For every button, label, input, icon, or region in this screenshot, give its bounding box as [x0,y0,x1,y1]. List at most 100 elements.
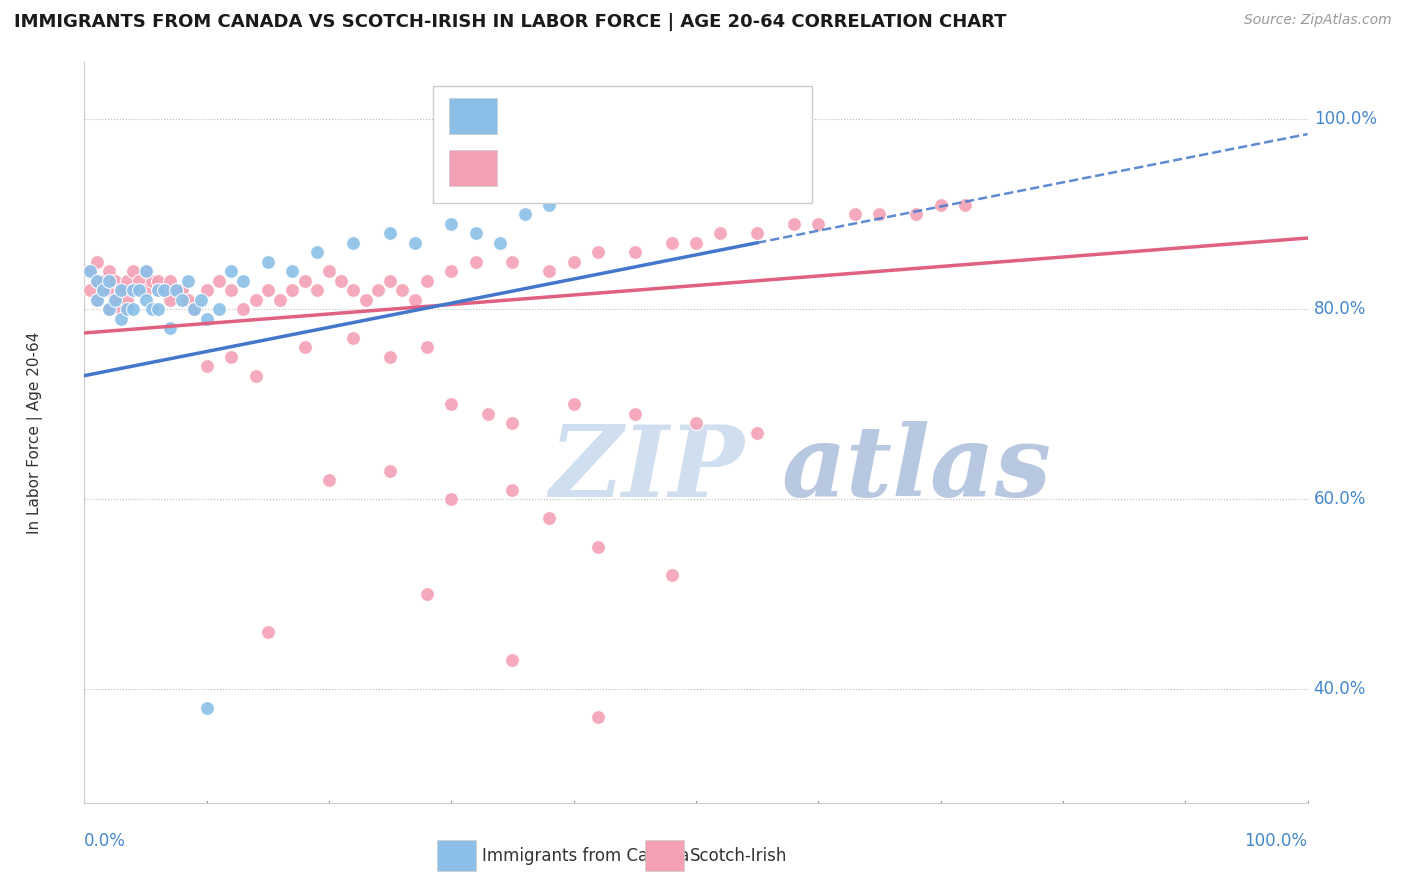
Point [440,397,463,411]
Text: 100.0%: 100.0% [1313,111,1376,128]
Point [97,302,120,317]
Point [709,227,731,241]
Point [141,302,163,317]
Point [122,264,145,278]
Point [318,264,340,278]
Point [380,274,402,288]
Point [232,274,254,288]
Point [416,587,439,601]
Point [172,293,194,307]
Point [513,207,536,221]
FancyBboxPatch shape [437,840,475,871]
Point [257,283,280,297]
Point [807,217,830,231]
Point [844,207,866,221]
Point [195,701,218,715]
Point [110,311,132,326]
Point [97,302,120,317]
Point [97,264,120,278]
Point [747,227,769,241]
Point [115,274,138,288]
Point [747,425,769,440]
Point [165,283,187,297]
Point [318,473,340,487]
Point [128,283,150,297]
Point [208,302,231,317]
Point [464,227,486,241]
Point [586,245,609,260]
Point [159,274,181,288]
Text: In Labor Force | Age 20-64: In Labor Force | Age 20-64 [28,332,44,533]
Point [177,274,200,288]
Point [115,293,138,307]
Point [183,302,205,317]
Point [440,264,463,278]
Point [86,274,108,288]
Point [367,283,389,297]
Text: 60.0%: 60.0% [1313,490,1367,508]
Point [380,464,402,478]
Text: atlas: atlas [782,421,1052,518]
Point [86,254,108,268]
Point [257,254,280,268]
Point [97,283,120,297]
Point [586,710,609,724]
Point [685,416,707,430]
Point [219,283,242,297]
Point [177,293,200,307]
Point [245,368,267,383]
Point [79,283,101,297]
Point [502,254,524,268]
Point [159,293,181,307]
Point [195,283,218,297]
Point [135,293,157,307]
Point [104,293,127,307]
Point [502,483,524,497]
Point [190,293,212,307]
Point [464,254,486,268]
Point [294,340,316,354]
Text: Scotch-Irish: Scotch-Irish [690,847,787,865]
Point [586,540,609,554]
Point [135,264,157,278]
Point [391,283,413,297]
Point [330,274,353,288]
Point [562,254,585,268]
Point [661,235,683,250]
Text: Source: ZipAtlas.com: Source: ZipAtlas.com [1244,13,1392,28]
Text: IMMIGRANTS FROM CANADA VS SCOTCH-IRISH IN LABOR FORCE | AGE 20-64 CORRELATION CH: IMMIGRANTS FROM CANADA VS SCOTCH-IRISH I… [14,13,1007,31]
Point [380,350,402,364]
Point [929,198,952,212]
Point [97,274,120,288]
FancyBboxPatch shape [449,150,496,186]
Text: 100.0%: 100.0% [1244,832,1308,850]
Point [538,264,561,278]
Point [195,359,218,374]
Point [685,235,707,250]
Point [416,274,439,288]
Point [146,302,169,317]
Point [128,274,150,288]
Point [489,235,512,250]
Point [538,511,561,525]
FancyBboxPatch shape [644,840,683,871]
Text: R = 0.201   N = 94: R = 0.201 N = 94 [506,146,676,164]
Point [783,217,806,231]
Point [440,217,463,231]
Point [440,491,463,506]
Point [110,283,132,297]
Point [624,245,647,260]
FancyBboxPatch shape [433,87,813,203]
Point [562,397,585,411]
Point [104,274,127,288]
Point [294,274,316,288]
Point [502,653,524,667]
Point [305,245,328,260]
FancyBboxPatch shape [449,98,496,135]
Point [165,283,187,297]
Point [79,264,101,278]
Point [219,264,242,278]
Point [257,624,280,639]
Point [86,293,108,307]
Text: Immigrants from Canada: Immigrants from Canada [482,847,689,865]
